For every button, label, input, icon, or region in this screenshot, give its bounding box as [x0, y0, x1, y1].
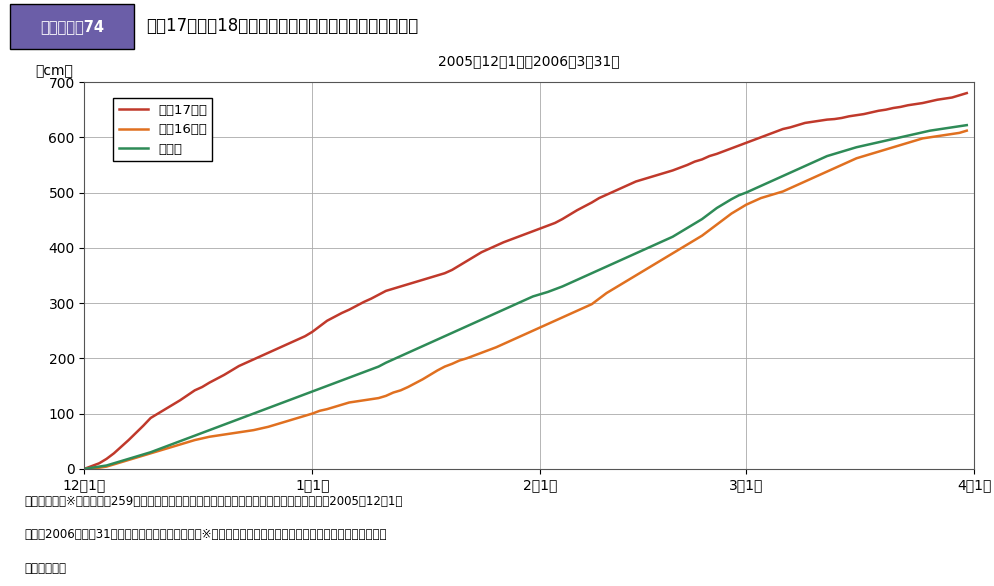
Text: から2006年３月31日までを足し合わせた値。（※豪雪地帯：豪雪地帯対策特別措置法に基づく豪雪地帯）: から2006年３月31日までを足し合わせた値。（※豪雪地帯：豪雪地帯対策特別措置… — [25, 528, 388, 541]
Text: 図２－４－74: 図２－４－74 — [40, 19, 104, 34]
Text: （cm）: （cm） — [36, 64, 74, 78]
平年値 — [674, 229, 686, 236]
平年値 — [961, 122, 973, 129]
平成17年度 — [630, 178, 642, 185]
平年値 — [167, 441, 179, 448]
平年値 — [453, 326, 465, 333]
平成17年度 — [284, 339, 296, 346]
平成17年度 — [167, 401, 179, 408]
平成17年度 — [79, 465, 90, 472]
Line: 平成17年度: 平成17年度 — [84, 93, 967, 469]
平成17年度 — [674, 164, 686, 171]
平成16年度 — [902, 139, 913, 146]
平成16年度 — [630, 272, 642, 279]
平成17年度 — [961, 90, 973, 97]
Text: 資料：気象庁: 資料：気象庁 — [25, 561, 67, 574]
FancyBboxPatch shape — [10, 4, 134, 49]
Text: 注）豪雪地帯※のアメダス259地点について，各地点の日降雪量から日毎に全国平均を求め，2005年12月1日: 注）豪雪地帯※のアメダス259地点について，各地点の日降雪量から日毎に全国平均を… — [25, 495, 404, 507]
平成16年度 — [674, 246, 686, 253]
平年値 — [79, 465, 90, 472]
Line: 平成16年度: 平成16年度 — [84, 131, 967, 469]
平年値 — [902, 132, 913, 139]
Text: 2005年12月1日〜2006年3月31日: 2005年12月1日〜2006年3月31日 — [438, 54, 620, 69]
平年値 — [630, 250, 642, 257]
平年値 — [284, 396, 296, 403]
Text: 平成17年から18年にかけての冬の降雪量の累計（全国）: 平成17年から18年にかけての冬の降雪量の累計（全国） — [146, 18, 418, 35]
Line: 平年値: 平年値 — [84, 125, 967, 469]
平成16年度 — [79, 465, 90, 472]
平成16年度 — [961, 127, 973, 134]
平成17年度 — [902, 102, 913, 109]
平成16年度 — [453, 357, 465, 364]
平成16年度 — [284, 417, 296, 424]
平成16年度 — [167, 443, 179, 450]
Legend: 平成17年度, 平成16年度, 平年値: 平成17年度, 平成16年度, 平年値 — [113, 98, 213, 161]
平成17年度 — [453, 262, 465, 269]
